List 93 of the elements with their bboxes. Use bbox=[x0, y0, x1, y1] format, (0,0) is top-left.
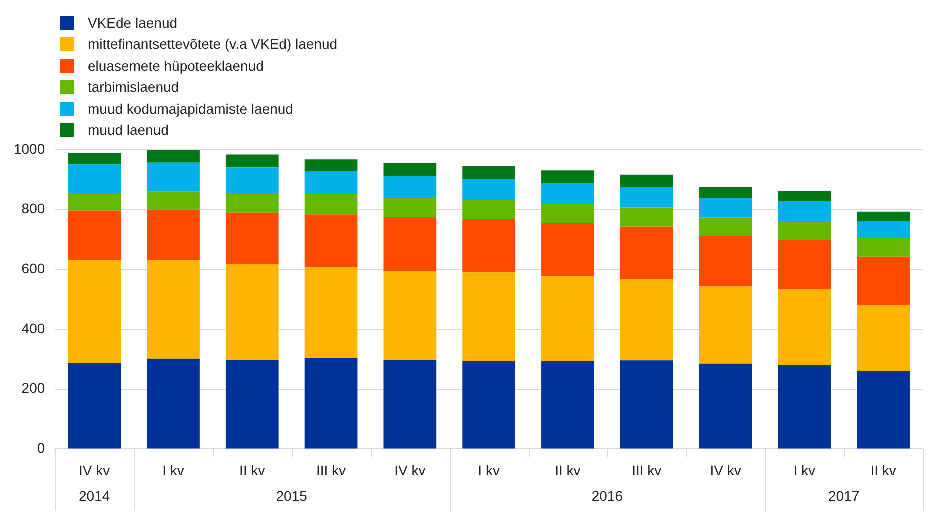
bar bbox=[462, 272, 516, 362]
bar bbox=[68, 153, 122, 165]
bar bbox=[857, 212, 910, 222]
bar bbox=[147, 210, 200, 260]
x-tick-label: IV kv bbox=[79, 462, 110, 478]
x-tick-label: IV kv bbox=[394, 462, 426, 478]
bar bbox=[778, 289, 832, 366]
x-tick-label: I kv bbox=[162, 462, 184, 478]
bar bbox=[304, 267, 358, 358]
x-tick-label: I kv bbox=[478, 462, 500, 478]
bar bbox=[462, 219, 516, 273]
bar bbox=[384, 197, 437, 218]
bar bbox=[226, 154, 279, 168]
text: 2014 bbox=[79, 488, 110, 504]
bar bbox=[857, 238, 910, 257]
bar bbox=[620, 187, 674, 208]
x-tick-label: I kv bbox=[794, 462, 816, 478]
bar bbox=[778, 190, 832, 202]
bar bbox=[384, 217, 437, 272]
y-tick-label: 600 bbox=[22, 260, 46, 277]
x-tick-label: III kv bbox=[316, 462, 346, 478]
bar bbox=[462, 361, 516, 449]
x-tick-label: III kv bbox=[632, 462, 662, 478]
bar bbox=[304, 160, 358, 172]
bar bbox=[226, 212, 279, 264]
bar bbox=[147, 162, 200, 192]
text: 2015 bbox=[276, 488, 308, 504]
bar bbox=[68, 193, 122, 211]
bar bbox=[147, 150, 200, 163]
legend-label: VKEde laenud bbox=[88, 14, 178, 31]
legend-label: muud kodumajapidamiste laenud bbox=[88, 100, 294, 117]
y-tick-label: 400 bbox=[22, 320, 46, 336]
bar bbox=[778, 222, 832, 240]
bar bbox=[147, 192, 200, 210]
bar bbox=[778, 201, 832, 222]
x-tick-label: II kv bbox=[870, 462, 896, 478]
bar bbox=[147, 260, 200, 359]
bar bbox=[699, 286, 752, 364]
bar bbox=[542, 184, 594, 204]
bar bbox=[778, 240, 832, 290]
text: 2017 bbox=[828, 488, 860, 504]
bar bbox=[699, 236, 752, 287]
legend-label: mittefinantsettevõtete (v.a VKEd) laenud bbox=[88, 36, 338, 52]
y-tick-label: 800 bbox=[22, 200, 46, 217]
bar bbox=[384, 271, 437, 360]
bar bbox=[68, 260, 122, 364]
text: 2016 bbox=[592, 488, 624, 504]
bar bbox=[699, 198, 752, 218]
bar bbox=[620, 360, 674, 449]
bar bbox=[699, 364, 752, 449]
bar bbox=[462, 179, 516, 200]
bar bbox=[857, 221, 910, 238]
bar bbox=[542, 276, 594, 362]
bar bbox=[699, 187, 752, 198]
bar bbox=[462, 200, 516, 220]
bar bbox=[68, 164, 122, 194]
bar bbox=[542, 170, 594, 184]
bar bbox=[384, 176, 437, 198]
y-tick-label: 200 bbox=[22, 380, 46, 396]
x-tick-label: IV kv bbox=[710, 462, 742, 478]
bar bbox=[699, 218, 752, 236]
legend-label: eluasemete hüpoteeklaenud bbox=[88, 58, 264, 74]
bar bbox=[68, 210, 122, 260]
bar bbox=[226, 193, 279, 213]
x-tick-label: II kv bbox=[240, 462, 266, 478]
bar bbox=[226, 264, 279, 360]
bar bbox=[778, 365, 832, 449]
bar bbox=[620, 226, 674, 279]
bar bbox=[304, 172, 358, 194]
y-tick-label: 0 bbox=[37, 440, 46, 456]
bar bbox=[68, 363, 122, 449]
bar bbox=[304, 194, 358, 215]
bar bbox=[620, 208, 674, 227]
bar bbox=[226, 360, 279, 449]
bar bbox=[620, 278, 674, 361]
bar bbox=[384, 360, 437, 449]
bar bbox=[462, 166, 516, 180]
bar bbox=[620, 174, 674, 188]
bar bbox=[542, 204, 594, 224]
bar bbox=[226, 168, 279, 194]
bar bbox=[304, 214, 358, 268]
legend-label: tarbimislaenud bbox=[88, 79, 180, 96]
legend-label: muud laenud bbox=[88, 122, 169, 138]
bar bbox=[384, 163, 437, 176]
bar bbox=[857, 256, 910, 305]
y-tick-label: 1000 bbox=[14, 140, 46, 157]
bar bbox=[542, 362, 594, 449]
bar bbox=[147, 358, 200, 449]
x-tick-label: II kv bbox=[555, 462, 581, 478]
bar bbox=[542, 223, 594, 276]
bar bbox=[857, 371, 910, 449]
bar bbox=[857, 304, 910, 372]
bar bbox=[304, 358, 358, 449]
